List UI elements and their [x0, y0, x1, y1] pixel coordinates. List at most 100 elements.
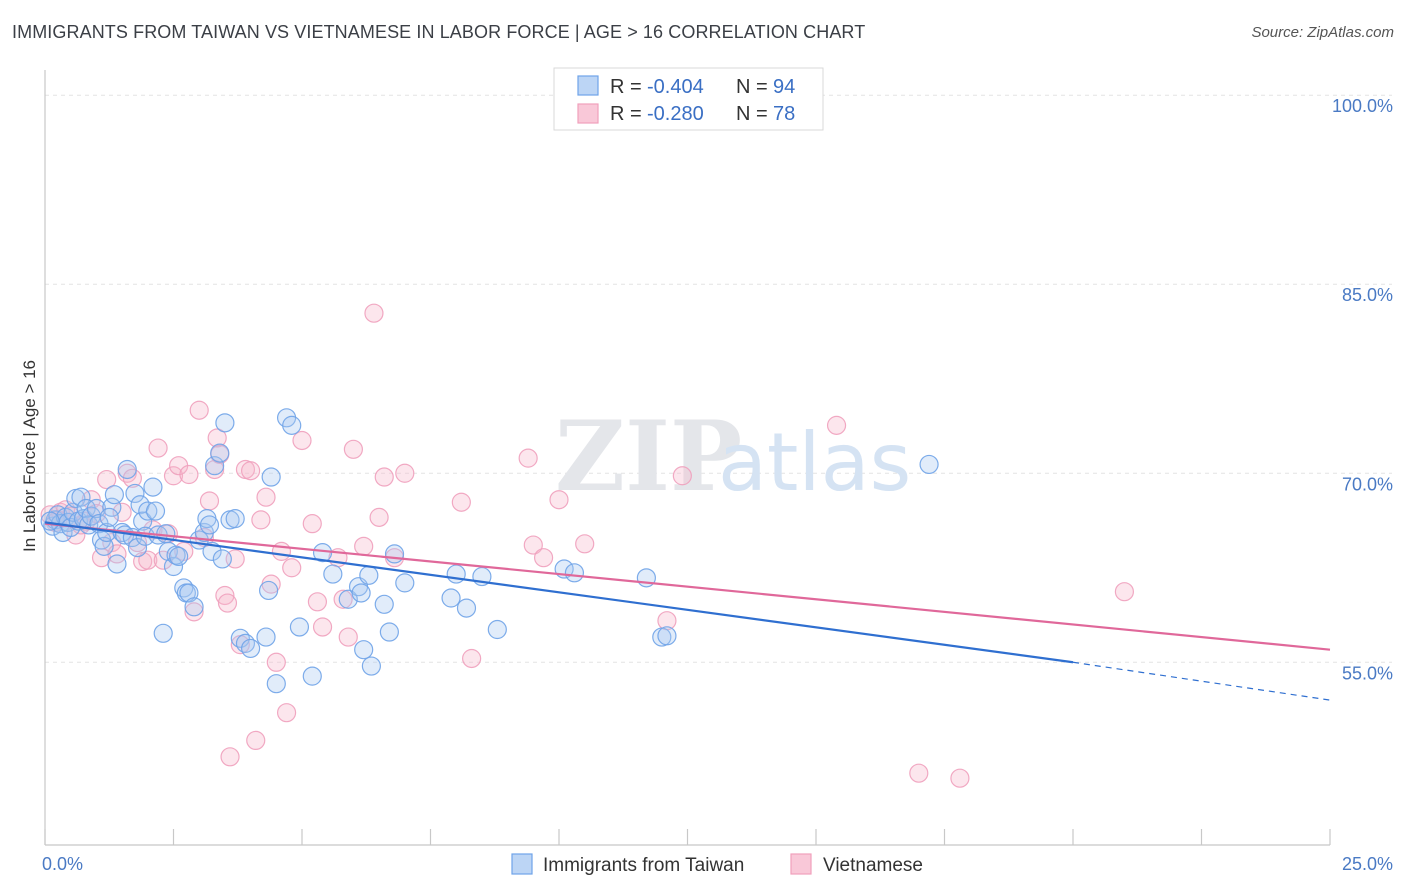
- vietnamese-point-53: [312, 617, 333, 637]
- y-tick-label-3: 100.0%: [1332, 96, 1393, 116]
- n-label-taiwan: N =: [736, 76, 768, 98]
- series-legend: Immigrants from Taiwan Vietnamese: [511, 853, 923, 876]
- taiwan-point-22: [104, 485, 124, 505]
- taiwan-point-83: [487, 619, 507, 640]
- taiwan-series-swatch: [511, 853, 533, 875]
- watermark-zip: ZIP: [555, 400, 742, 513]
- taiwan-trend-extension: [1072, 661, 1331, 701]
- y-tick-labels: 55.0% 70.0% 85.0% 100.0%: [1332, 96, 1393, 683]
- taiwan-point-93: [199, 515, 220, 535]
- vietnamese-legend-swatch: [577, 103, 599, 124]
- vietnamese-point-67: [523, 535, 543, 555]
- vietnamese-point-63: [395, 463, 415, 483]
- taiwan-legend-swatch: [577, 75, 599, 96]
- x-tick-label-0: 0.0%: [42, 854, 83, 874]
- r-label-taiwan: R =: [610, 76, 642, 98]
- taiwan-point-79: [441, 588, 461, 608]
- vietnamese-point-29: [189, 400, 209, 420]
- watermark-atlas: atlas: [718, 416, 911, 509]
- vietnamese-point-21: [148, 438, 168, 458]
- taiwan-point-36: [153, 623, 173, 643]
- source-label: Source: ZipAtlas.com: [1251, 24, 1394, 41]
- vietnamese-point-61: [374, 467, 394, 487]
- vietnamese-point-55: [333, 589, 353, 609]
- taiwan-point-76: [379, 622, 399, 642]
- taiwan-point-88: [657, 626, 677, 646]
- gridlines: [45, 94, 1392, 663]
- taiwan-point-62: [266, 674, 286, 694]
- x-tick-label-1: 25.0%: [1342, 854, 1393, 874]
- vietnamese-point-50: [292, 430, 312, 451]
- vietnamese-point-75: [950, 768, 970, 788]
- trend-lines: [44, 521, 1331, 701]
- vietnamese-trend-line: [44, 522, 1331, 651]
- taiwan-point-39: [163, 556, 184, 577]
- taiwan-point-66: [302, 666, 322, 686]
- taiwan-point-75: [374, 594, 394, 614]
- taiwan-point-31: [133, 511, 153, 531]
- taiwan-point-34: [143, 477, 163, 497]
- vietnamese-point-44: [256, 487, 276, 507]
- taiwan-point-23: [107, 554, 127, 574]
- taiwan-point-72: [354, 640, 374, 660]
- vietnamese-point-73: [826, 415, 847, 435]
- vietnamese-point-11: [97, 469, 117, 490]
- axes: [44, 70, 1331, 846]
- n-value-vietnamese: 78: [773, 103, 795, 125]
- vietnamese-point-37: [220, 747, 240, 767]
- vietnamese-point-33: [207, 428, 227, 448]
- y-tick-label-2: 85.0%: [1342, 285, 1393, 305]
- taiwan-point-71: [351, 583, 371, 603]
- taiwan-point-89: [919, 454, 939, 475]
- stats-legend: R = -0.404 N = 94 R = -0.280 N = 78: [553, 67, 824, 131]
- taiwan-point-60: [258, 580, 279, 601]
- taiwan-point-74: [361, 656, 381, 676]
- taiwan-point-49: [202, 541, 222, 561]
- vietnamese-point-28: [184, 602, 204, 622]
- taiwan-point-29: [127, 538, 148, 558]
- vietnamese-point-74: [909, 763, 929, 783]
- r-value-taiwan: -0.404: [647, 76, 704, 98]
- taiwan-point-61: [261, 467, 281, 487]
- vietnamese-point-36: [217, 593, 238, 613]
- r-label-vietnamese: R =: [610, 103, 642, 125]
- vietnamese-point-66: [518, 448, 538, 468]
- taiwan-point-58: [241, 638, 261, 659]
- vietnamese-point-16: [122, 468, 142, 488]
- taiwan-point-59: [256, 627, 276, 647]
- vietnamese-point-69: [549, 490, 569, 510]
- vietnamese-point-47: [271, 541, 292, 561]
- vietnamese-point-42: [246, 730, 266, 751]
- vietnamese-point-70: [575, 534, 595, 554]
- taiwan-point-73: [359, 565, 379, 585]
- vietnamese-point-24: [163, 466, 184, 486]
- taiwan-point-90: [40, 511, 60, 531]
- vietnamese-point-22: [153, 550, 173, 570]
- taiwan-point-77: [384, 544, 405, 564]
- vietnamese-series-label: Vietnamese: [823, 855, 923, 876]
- vietnamese-point-60: [369, 507, 389, 527]
- y-tick-label-0: 55.0%: [1342, 663, 1393, 683]
- taiwan-point-51: [210, 443, 230, 463]
- vietnamese-point-57: [343, 439, 363, 459]
- vietnamese-point-68: [533, 548, 554, 568]
- vietnamese-point-48: [276, 703, 297, 723]
- taiwan-point-52: [212, 549, 232, 569]
- vietnamese-point-14: [112, 502, 132, 522]
- taiwan-point-92: [145, 501, 166, 521]
- taiwan-point-26: [117, 459, 137, 480]
- taiwan-point-50: [205, 456, 225, 476]
- vietnamese-point-59: [364, 303, 384, 323]
- taiwan-point-33: [138, 501, 158, 521]
- vietnamese-point-27: [179, 464, 199, 485]
- taiwan-point-80: [446, 564, 466, 584]
- taiwan-point-85: [564, 563, 585, 583]
- taiwan-point-81: [456, 598, 477, 618]
- vietnamese-point-51: [302, 514, 322, 534]
- vietnamese-point-52: [307, 592, 328, 612]
- y-axis-label: In Labor Force | Age > 16: [20, 360, 39, 552]
- taiwan-trend-line: [44, 521, 1074, 664]
- vietnamese-point-19: [138, 550, 158, 570]
- vietnamese-point-31: [199, 491, 220, 511]
- vietnamese-point-72: [672, 466, 692, 486]
